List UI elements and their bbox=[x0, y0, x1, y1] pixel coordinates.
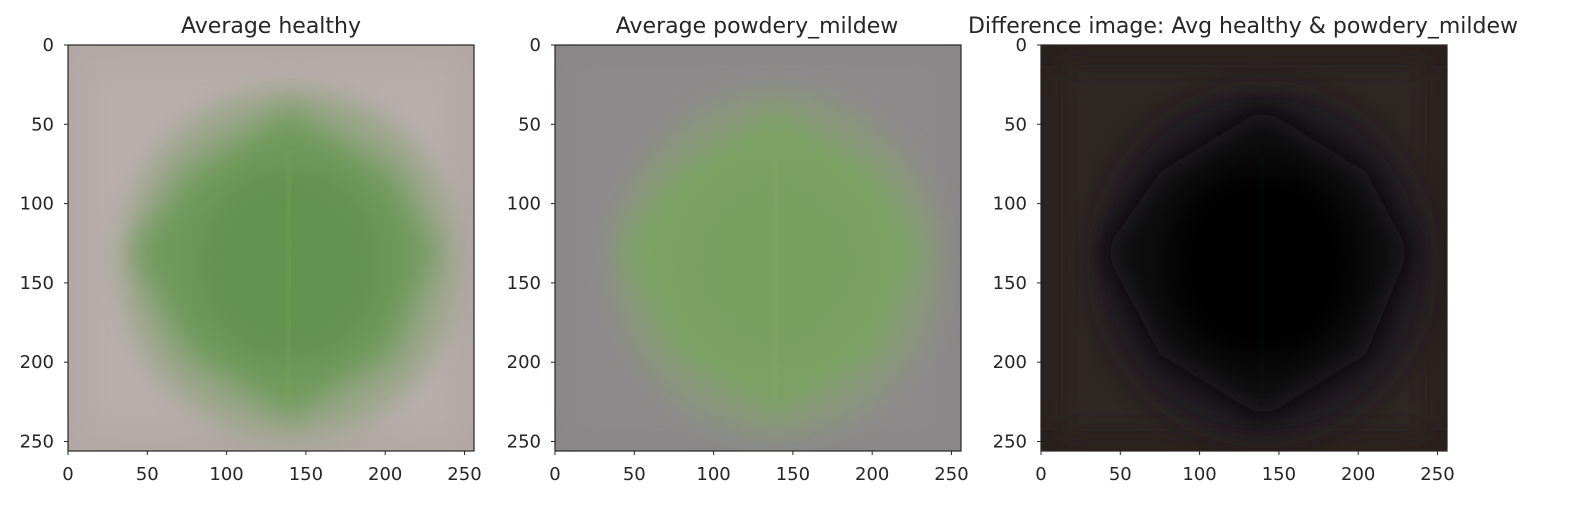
y-tick-label: 100 bbox=[20, 194, 54, 215]
axes-frame bbox=[67, 44, 475, 452]
y-tick-label: 100 bbox=[507, 194, 541, 215]
leaf-vein bbox=[284, 155, 293, 402]
axes-frame bbox=[1040, 44, 1448, 452]
image-content bbox=[555, 45, 961, 451]
x-tick-label: 150 bbox=[1262, 464, 1296, 485]
y-tick-label: 200 bbox=[20, 352, 54, 373]
y-tick-label: 200 bbox=[507, 352, 541, 373]
panel-title: Difference image: Avg healthy & powdery_… bbox=[968, 14, 1518, 39]
x-tick-label: 250 bbox=[447, 464, 481, 485]
image-content bbox=[68, 45, 474, 451]
leaf-vein bbox=[1257, 155, 1266, 402]
x-tick-label: 100 bbox=[1182, 464, 1216, 485]
x-tick-label: 150 bbox=[776, 464, 810, 485]
y-tick-label: 150 bbox=[507, 273, 541, 294]
x-tick-label: 0 bbox=[62, 464, 73, 485]
y-tick-label: 0 bbox=[43, 35, 54, 56]
x-tick-label: 100 bbox=[209, 464, 243, 485]
x-tick-label: 0 bbox=[1035, 464, 1046, 485]
y-tick-label: 150 bbox=[993, 273, 1027, 294]
y-tick-label: 50 bbox=[31, 114, 54, 135]
y-tick-label: 250 bbox=[20, 431, 54, 452]
x-tick-label: 150 bbox=[289, 464, 323, 485]
x-tick-label: 0 bbox=[549, 464, 560, 485]
y-tick-label: 100 bbox=[993, 194, 1027, 215]
x-tick-label: 100 bbox=[696, 464, 730, 485]
y-tick-label: 50 bbox=[1004, 114, 1027, 135]
y-tick-label: 200 bbox=[993, 352, 1027, 373]
x-tick-label: 50 bbox=[623, 464, 646, 485]
panel-3: Difference image: Avg healthy & powdery_… bbox=[968, 14, 1518, 485]
x-tick-label: 200 bbox=[1341, 464, 1375, 485]
x-tick-label: 200 bbox=[368, 464, 402, 485]
y-tick-label: 0 bbox=[1016, 35, 1027, 56]
x-tick-label: 50 bbox=[136, 464, 159, 485]
x-tick-label: 50 bbox=[1109, 464, 1132, 485]
panel-2: Average powdery_mildew 0 50 100 150 200 250 0 50… bbox=[507, 14, 969, 485]
y-tick-label: 250 bbox=[507, 431, 541, 452]
y-tick-label: 250 bbox=[993, 431, 1027, 452]
x-tick-label: 250 bbox=[1420, 464, 1454, 485]
image-content bbox=[1041, 45, 1447, 451]
y-tick-label: 150 bbox=[20, 273, 54, 294]
panel-title: Average powdery_mildew bbox=[616, 14, 898, 39]
x-tick-label: 200 bbox=[855, 464, 889, 485]
panel-1: Average healthy 0 50 100 150 200 250 0 50 100 150 2… bbox=[20, 14, 482, 485]
axes-frame bbox=[554, 44, 962, 452]
x-tick-label: 250 bbox=[934, 464, 968, 485]
leaf-vein bbox=[771, 155, 780, 402]
panel-title: Average healthy bbox=[181, 14, 361, 39]
y-tick-label: 0 bbox=[530, 35, 541, 56]
y-tick-label: 50 bbox=[518, 114, 541, 135]
